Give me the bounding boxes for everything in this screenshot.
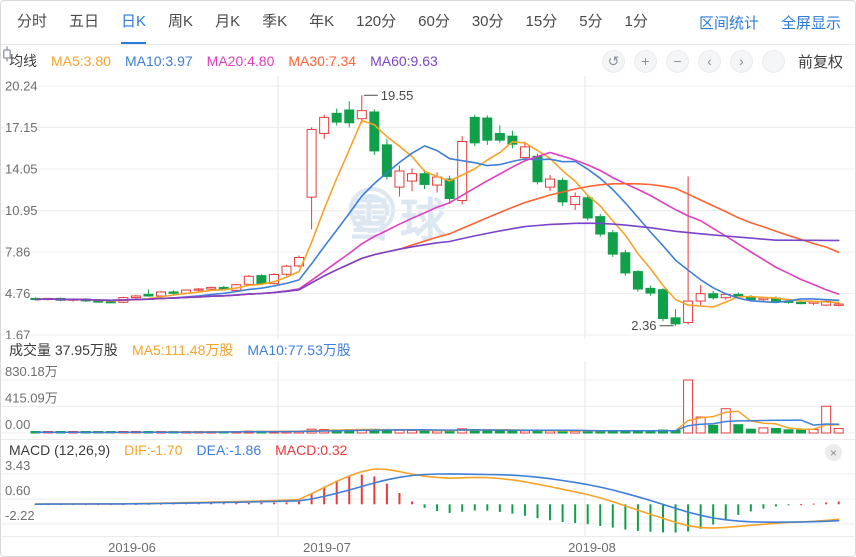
tab-日K[interactable]: 日K: [121, 1, 147, 44]
ma5-value: MA5:3.80: [51, 53, 111, 69]
svg-text:0.00: 0.00: [5, 417, 30, 432]
svg-text:415.09万: 415.09万: [5, 391, 58, 406]
svg-text:10.95: 10.95: [5, 203, 38, 218]
svg-text:0.60: 0.60: [5, 483, 30, 498]
zoom-out-icon[interactable]: −: [665, 49, 689, 73]
ma-legend: 均线 MA5:3.80 MA10:3.97 MA20:4.80 MA30:7.34 MA…: [1, 51, 602, 71]
ma60-value: MA60:9.63: [370, 53, 438, 69]
vol-ma5-value: MA5:111.48万股: [131, 342, 234, 358]
tab-季K[interactable]: 季K: [262, 13, 288, 30]
macd-header: MACD (12,26,9) DIF:-1.70 DEA:-1.86 MACD:0.…: [9, 442, 347, 458]
undo-icon[interactable]: ↺: [601, 49, 625, 73]
macd-title: MACD (12,26,9): [9, 442, 111, 458]
tab-60分[interactable]: 60分: [418, 13, 450, 30]
macd-lines-group: [34, 468, 840, 529]
tab-5分[interactable]: 5分: [579, 13, 603, 30]
svg-text:1.67: 1.67: [5, 328, 30, 340]
tab-15分[interactable]: 15分: [525, 13, 558, 30]
tab-120分[interactable]: 120分: [356, 13, 397, 30]
tab-30分[interactable]: 30分: [471, 13, 504, 30]
svg-text:830.18万: 830.18万: [5, 364, 58, 379]
vol-ma10-value: MA10:77.53万股: [247, 342, 351, 358]
range-stats-link[interactable]: 区间统计: [698, 15, 759, 32]
period-tabbar: 分时 五日 日K 周K 月K 季K 年K 120分 60分 30分 15分 5分 1分 区间统计 全屏显示: [1, 1, 855, 45]
tab-五日[interactable]: 五日: [69, 13, 100, 30]
svg-text:20.24: 20.24: [5, 79, 38, 94]
volume-ma-lines: [34, 410, 840, 434]
tabbar-links: 区间统计 全屏显示: [699, 12, 855, 33]
ma-lines-group: [34, 119, 840, 308]
ma10-value: MA10:3.97: [124, 53, 193, 69]
svg-text:14.05: 14.05: [5, 162, 38, 177]
volume-axis-labels: 830.18万 415.09万 0.00: [5, 364, 58, 432]
ma-legend-row: 均线 MA5:3.80 MA10:3.97 MA20:4.80 MA30:7.34 MA…: [1, 46, 855, 76]
svg-text:3.43: 3.43: [5, 458, 30, 473]
svg-text:-2.22: -2.22: [5, 508, 35, 523]
volume-chart[interactable]: 830.18万 415.09万 0.00: [1, 361, 855, 439]
ma20-value: MA20:4.80: [206, 53, 275, 69]
dif-value: DIF:-1.70: [124, 442, 183, 458]
volume-title: 成交量 37.95万股: [9, 342, 118, 358]
fullscreen-link[interactable]: 全屏显示: [780, 15, 841, 32]
price-annotations: 19.55 2.36: [363, 88, 674, 333]
x-axis-label: 2019-06: [108, 540, 156, 555]
zoom-in-icon[interactable]: +: [633, 49, 657, 73]
candle-style-icon[interactable]: [3, 46, 785, 73]
chart-toolbar: ↺ + − ‹ › 前复权: [3, 46, 855, 73]
tab-周K[interactable]: 周K: [168, 13, 194, 30]
price-axis-labels: 20.24 17.15 14.05 10.95 7.86 4.76 1.67: [5, 79, 38, 340]
x-axis: 2019-06 2019-07 2019-08: [1, 536, 855, 556]
pan-right-icon[interactable]: ›: [729, 49, 753, 73]
gridlines: [1, 76, 855, 339]
volume-header: 成交量 37.95万股 MA5:111.48万股 MA10:77.53万股: [9, 340, 351, 360]
macd-panel[interactable]: 3.43 0.60 -2.22: [1, 439, 855, 537]
macd-close-button[interactable]: ×: [825, 444, 842, 461]
x-axis-label: 2019-07: [303, 540, 351, 555]
dea-value: DEA:-1.86: [196, 442, 262, 458]
x-axis-label: 2019-08: [568, 540, 616, 555]
svg-text:17.15: 17.15: [5, 120, 38, 135]
tab-分时[interactable]: 分时: [17, 13, 48, 30]
adjust-mode-button[interactable]: 前复权: [797, 53, 843, 71]
pan-left-icon[interactable]: ‹: [697, 49, 721, 73]
period-tabs: 分时 五日 日K 周K 月K 季K 年K 120分 60分 30分 15分 5分 1分: [1, 1, 699, 44]
tab-年K[interactable]: 年K: [309, 13, 335, 30]
svg-text:19.55: 19.55: [381, 88, 414, 103]
ma-legend-title: 均线: [9, 53, 37, 69]
macd-value: MACD:0.32: [275, 442, 348, 458]
svg-text:7.86: 7.86: [5, 245, 30, 260]
svg-text:4.76: 4.76: [5, 286, 30, 301]
svg-text:2.36: 2.36: [631, 318, 656, 333]
tab-月K[interactable]: 月K: [215, 13, 241, 30]
main-kline-chart[interactable]: 雪球 20.24 17.15 14.05 10.95 7.86 4.76 1.67 19.55…: [1, 76, 855, 340]
macd-axis-labels: 3.43 0.60 -2.22: [5, 458, 35, 523]
ma30-value: MA30:7.34: [288, 53, 357, 69]
tab-1分[interactable]: 1分: [624, 13, 648, 30]
